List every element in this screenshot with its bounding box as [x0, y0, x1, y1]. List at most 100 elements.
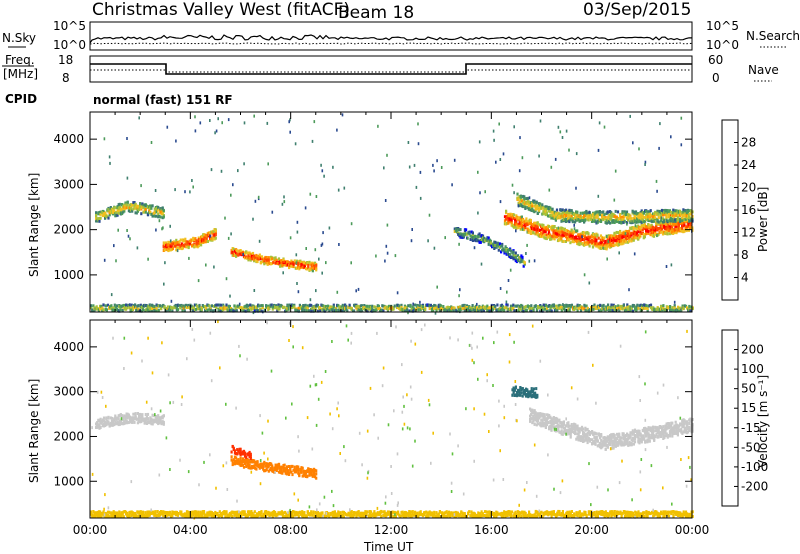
echo-cell	[284, 263, 287, 267]
echo-cell	[561, 227, 564, 230]
scatter-echo	[166, 125, 169, 129]
echo-cell	[556, 232, 560, 236]
echo-cell	[594, 431, 597, 435]
echo-cell	[219, 303, 222, 307]
scatter-echo	[417, 142, 420, 146]
echo-cell	[647, 229, 650, 233]
echo-cell	[106, 303, 110, 307]
echo-cell	[280, 468, 283, 472]
echo-cell	[162, 208, 165, 212]
echo-cell	[157, 205, 160, 209]
echo-cell	[232, 247, 235, 251]
echo-cell	[263, 262, 266, 266]
echo-cell	[613, 443, 616, 447]
echo-cell	[301, 308, 304, 312]
echo-cell	[578, 304, 581, 308]
echo-cell	[675, 209, 678, 213]
echo-cell	[503, 308, 506, 312]
echo-cell	[545, 211, 548, 215]
echo-cell	[521, 258, 524, 262]
echo-cell	[515, 221, 518, 225]
echo-cell	[194, 244, 197, 248]
echo-cell	[567, 421, 570, 425]
echo-cell	[659, 224, 662, 228]
echo-cell	[293, 305, 296, 309]
scatter-echo	[338, 243, 340, 246]
echo-cell	[462, 234, 465, 238]
echo-cell	[600, 237, 604, 241]
echo-cell	[683, 304, 686, 308]
echo-cell	[518, 389, 521, 392]
echo-cell	[546, 306, 549, 310]
echo-cell	[602, 243, 605, 247]
echo-cell	[122, 303, 125, 307]
echo-cell	[115, 417, 118, 421]
echo-cell	[602, 436, 605, 440]
echo-cell	[632, 235, 635, 239]
echo-cell	[458, 234, 461, 238]
echo-cell	[595, 438, 598, 442]
echo-cell	[132, 416, 135, 420]
scatter-echo	[138, 116, 140, 120]
echo-cell	[584, 218, 587, 222]
echo-cell	[273, 258, 276, 262]
echo-cell	[480, 309, 483, 313]
echo-cell	[158, 304, 162, 308]
echo-cell	[149, 416, 152, 420]
echo-cell	[90, 306, 93, 310]
echo-cell	[501, 242, 504, 246]
echo-cell	[547, 231, 551, 235]
echo-cell	[253, 464, 256, 468]
echo-cell	[487, 236, 490, 240]
echo-cell	[564, 308, 567, 312]
scatter-echo	[230, 232, 232, 236]
echo-cell	[582, 238, 586, 242]
scatter-echo	[242, 253, 244, 256]
date-label: 03/Sep/2015	[583, 0, 691, 20]
scatter-echo	[296, 282, 298, 285]
echo-cell	[585, 437, 588, 441]
echo-cell	[348, 303, 351, 307]
echo-cell	[471, 304, 474, 307]
echo-cell	[609, 435, 612, 439]
echo-cell	[298, 303, 301, 307]
echo-cell	[102, 416, 106, 420]
echo-cell	[241, 463, 244, 467]
echo-cell	[421, 307, 425, 311]
echo-cell	[548, 414, 551, 417]
echo-cell	[190, 304, 193, 308]
echo-cell	[111, 207, 115, 211]
echo-cell	[185, 306, 189, 309]
echo-cell	[645, 232, 648, 236]
scatter-echo	[311, 139, 314, 143]
echo-cell	[153, 211, 156, 215]
echo-cell	[257, 257, 260, 261]
echo-cell	[593, 233, 596, 236]
echo-cell	[506, 215, 509, 219]
echo-cell	[561, 208, 564, 212]
echo-cell	[277, 463, 281, 467]
echo-cell	[111, 209, 115, 212]
echo-cell	[559, 229, 562, 233]
echo-cell	[119, 422, 122, 426]
echo-cell	[200, 243, 203, 247]
echo-cell	[588, 236, 591, 240]
echo-cell	[192, 305, 195, 309]
echo-cell	[556, 309, 559, 313]
echo-cell	[628, 235, 631, 239]
echo-cell	[574, 432, 577, 435]
scatter-echo	[633, 252, 636, 256]
echo-cell	[521, 394, 524, 398]
echo-cell	[139, 303, 142, 307]
echo-cell	[587, 232, 590, 236]
echo-cell	[99, 421, 102, 424]
echo-cell	[237, 458, 240, 462]
echo-cell	[136, 209, 139, 213]
echo-cell	[181, 308, 184, 312]
echo-cell	[312, 264, 316, 268]
echo-cell	[574, 216, 577, 219]
echo-cell	[613, 243, 616, 247]
echo-cell	[121, 414, 124, 418]
echo-cell	[166, 243, 169, 247]
echo-cell	[533, 422, 536, 426]
